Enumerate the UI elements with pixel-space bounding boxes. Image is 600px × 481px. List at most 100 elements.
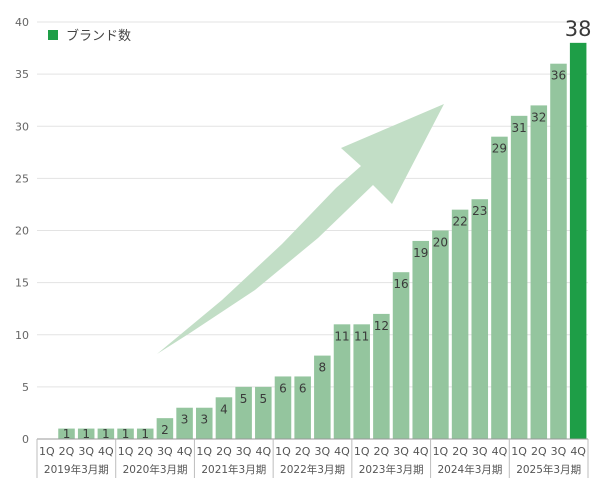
bar	[491, 136, 508, 440]
year-group-label: 2020年3月期	[123, 463, 188, 476]
bar-value-label: 2	[161, 423, 169, 437]
bar-value-label: 1	[122, 427, 130, 441]
bar-value-label: 20	[433, 236, 448, 250]
trend-arrow	[157, 104, 444, 354]
bar-value-label: 5	[259, 392, 267, 406]
x-tick-label: 3Q	[78, 445, 94, 458]
bar-value-label: 4	[220, 402, 228, 416]
x-tick-label: 3Q	[157, 445, 173, 458]
x-tick-label: 2Q	[295, 445, 311, 458]
bar	[530, 105, 548, 440]
trend-arrow-shape	[157, 104, 444, 354]
bar-value-label: 19	[413, 246, 428, 260]
x-tick-label: 1Q	[433, 445, 449, 458]
bar-value-label: 6	[299, 381, 307, 395]
bar	[471, 199, 489, 439]
x-tick-label: 4Q	[413, 445, 429, 458]
bar	[569, 42, 587, 439]
bar-value-label: 1	[141, 427, 149, 441]
bar-value-label: 3	[200, 413, 208, 427]
bar-value-label: 12	[374, 319, 389, 333]
x-tick-label: 2Q	[216, 445, 232, 458]
x-tick-label: 3Q	[315, 445, 331, 458]
bar	[156, 418, 174, 439]
bar-value-label: 22	[452, 215, 467, 229]
bar	[77, 428, 95, 439]
y-tick-label: 15	[15, 277, 29, 290]
bar-value-label: 11	[354, 329, 369, 343]
x-tick-label: 1Q	[511, 445, 527, 458]
y-tick-label: 20	[15, 225, 29, 238]
bar	[176, 407, 193, 439]
y-tick-label: 40	[15, 16, 29, 29]
legend-swatch	[48, 30, 58, 40]
bar	[196, 407, 213, 439]
x-tick-label: 4Q	[334, 445, 350, 458]
x-tick-label: 4Q	[98, 445, 114, 458]
bar	[392, 272, 410, 439]
bar	[432, 230, 449, 439]
x-tick-label: 2Q	[59, 445, 75, 458]
bar	[235, 386, 252, 439]
bar-value-label: 11	[334, 329, 349, 343]
y-tick-label: 5	[22, 381, 29, 394]
bar-value-label: 29	[492, 142, 507, 156]
bar-value-label: 16	[393, 277, 408, 291]
legend: ブランド数	[48, 28, 131, 44]
x-tick-label: 4Q	[570, 445, 586, 458]
bar-value-label: 1	[63, 427, 71, 441]
bar-value-label: 38	[565, 17, 592, 41]
bar-value-label: 1	[102, 427, 110, 441]
bar	[274, 376, 292, 439]
x-tick-label: 2Q	[374, 445, 390, 458]
bar-value-label: 5	[240, 392, 248, 406]
x-tick-label: 2Q	[137, 445, 153, 458]
year-group-label: 2023年3月期	[359, 463, 424, 476]
y-tick-label: 35	[15, 68, 29, 81]
y-tick-label: 30	[15, 120, 29, 133]
x-tick-label: 4Q	[492, 445, 508, 458]
legend-label: ブランド数	[66, 28, 131, 44]
x-axis: 1Q 2Q 3Q 4Q 1Q 2Q 3Q 4Q 1Q 2Q 3Q 4Q 1Q 2Q 3Q 4Q 1Q 2Q 3Q 4Q…	[36, 438, 589, 478]
year-group-label: 2021年3月期	[201, 463, 266, 476]
bar-value-label: 1	[82, 427, 90, 441]
x-tick-label: 1Q	[118, 445, 134, 458]
x-tick-label: 1Q	[275, 445, 291, 458]
bar-value-label: 3	[181, 413, 189, 427]
x-tick-label: 2Q	[452, 445, 468, 458]
x-tick-label: 3Q	[393, 445, 409, 458]
bar-value-label: 32	[531, 110, 546, 124]
bar	[373, 313, 390, 439]
bar	[333, 324, 351, 439]
year-group-label: 2024年3月期	[437, 463, 502, 476]
bar	[314, 355, 331, 439]
y-tick-label: 10	[15, 329, 29, 342]
y-tick-label: 25	[15, 172, 29, 185]
year-group-label: 2019年3月期	[44, 463, 109, 476]
year-group-label: 2025年3月期	[516, 463, 581, 476]
x-tick-label: 3Q	[236, 445, 252, 458]
bar	[97, 428, 115, 439]
bar	[451, 209, 469, 439]
bar	[294, 376, 311, 439]
bar	[117, 428, 134, 439]
bar-value-label: 36	[551, 69, 566, 83]
x-tick-label: 4Q	[255, 445, 271, 458]
bar	[136, 428, 154, 439]
bar-value-label: 31	[511, 121, 526, 135]
bar	[550, 63, 567, 439]
bar	[412, 240, 429, 439]
bar-value-label: 8	[319, 361, 327, 375]
x-tick-label: 1Q	[354, 445, 370, 458]
x-tick-label: 3Q	[472, 445, 488, 458]
year-group-label: 2022年3月期	[280, 463, 345, 476]
y-tick-label: 0	[22, 433, 29, 446]
x-tick-label: 2Q	[531, 445, 547, 458]
x-tick-label: 3Q	[551, 445, 567, 458]
bar-value-label: 23	[472, 204, 487, 218]
bar	[510, 115, 528, 439]
bar	[58, 428, 75, 439]
